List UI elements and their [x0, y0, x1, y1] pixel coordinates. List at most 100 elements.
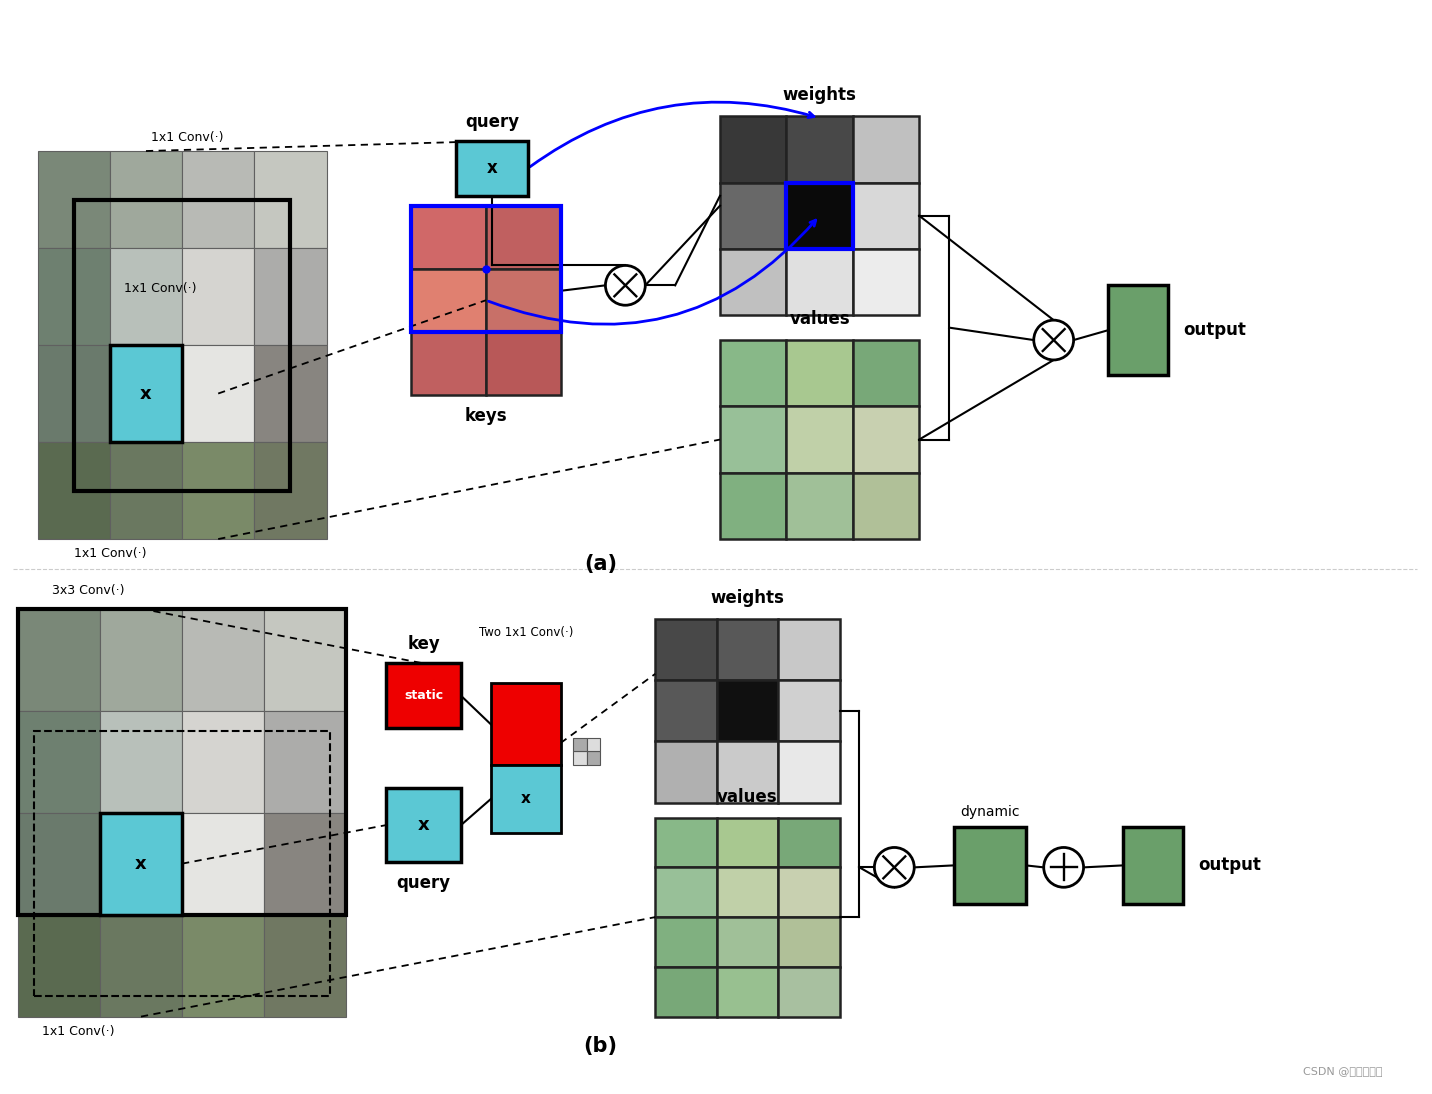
Bar	[716, 680, 778, 742]
Bar	[853, 116, 919, 183]
Bar	[491, 766, 560, 833]
Bar	[716, 618, 778, 680]
Text: dynamic: dynamic	[961, 804, 1020, 818]
Text: output: output	[1199, 857, 1262, 874]
Text: x: x	[418, 816, 430, 834]
Bar	[265, 813, 347, 915]
Bar	[656, 967, 716, 1016]
Bar	[17, 915, 100, 1016]
Bar	[255, 442, 326, 539]
Bar	[182, 608, 265, 711]
Bar	[778, 817, 839, 868]
Bar	[786, 473, 853, 539]
Bar	[100, 813, 182, 915]
Bar	[786, 116, 853, 183]
Bar	[853, 183, 919, 248]
Bar	[37, 248, 110, 345]
Text: static: static	[404, 689, 442, 702]
Text: output: output	[1183, 322, 1246, 339]
Bar	[74, 199, 291, 490]
Bar	[853, 406, 919, 473]
Text: query: query	[465, 113, 518, 131]
Bar	[778, 917, 839, 967]
Text: 1x1 Conv(·): 1x1 Conv(·)	[43, 1024, 115, 1037]
Bar	[786, 406, 853, 473]
Bar	[491, 684, 560, 766]
Text: CSDN @迪菲赫尔曼: CSDN @迪菲赫尔曼	[1303, 1067, 1382, 1076]
Text: 3x3 Conv(·): 3x3 Conv(·)	[53, 584, 125, 596]
Text: x: x	[140, 384, 152, 403]
Text: values: values	[789, 310, 851, 328]
Bar	[182, 711, 265, 813]
Bar	[110, 345, 182, 442]
Text: (a): (a)	[584, 554, 617, 574]
Bar	[1108, 286, 1169, 375]
Bar	[255, 345, 326, 442]
Bar	[778, 868, 839, 917]
Text: x: x	[487, 160, 497, 177]
Bar	[182, 345, 255, 442]
Bar	[100, 608, 182, 711]
Bar	[255, 248, 326, 345]
Bar	[265, 915, 347, 1016]
Bar	[387, 788, 461, 862]
Bar	[716, 817, 778, 868]
Bar	[411, 331, 485, 395]
Text: Two 1x1 Conv(·): Two 1x1 Conv(·)	[478, 626, 573, 639]
Bar	[387, 663, 461, 729]
Text: 1x1 Conv(·): 1x1 Conv(·)	[150, 131, 223, 144]
Bar	[110, 345, 182, 442]
Bar	[100, 711, 182, 813]
Text: (b): (b)	[583, 1036, 617, 1057]
Bar	[656, 680, 716, 742]
Bar	[573, 752, 587, 766]
Bar	[587, 737, 600, 752]
Bar	[786, 248, 853, 315]
Circle shape	[875, 848, 914, 887]
Bar	[716, 868, 778, 917]
Bar	[17, 608, 347, 915]
Text: 1x1 Conv(·): 1x1 Conv(·)	[125, 281, 196, 294]
Bar	[485, 269, 560, 331]
Bar	[485, 206, 560, 269]
Bar	[720, 340, 786, 406]
Bar	[587, 752, 600, 766]
Bar	[656, 917, 716, 967]
Bar	[656, 742, 716, 803]
Bar	[720, 183, 786, 248]
Bar	[411, 206, 560, 331]
Bar	[411, 269, 485, 331]
Text: values: values	[717, 788, 778, 805]
Bar	[182, 813, 265, 915]
Bar	[720, 248, 786, 315]
Bar	[656, 618, 716, 680]
Bar	[786, 183, 853, 248]
Bar	[778, 618, 839, 680]
Text: query: query	[397, 874, 451, 893]
Bar	[17, 608, 100, 711]
Bar	[573, 737, 587, 752]
Circle shape	[1044, 848, 1084, 887]
Bar	[778, 680, 839, 742]
Bar	[411, 206, 485, 269]
Bar	[110, 151, 182, 248]
Bar	[37, 442, 110, 539]
Bar	[485, 331, 560, 395]
Bar	[182, 915, 265, 1016]
Bar	[17, 711, 100, 813]
Bar	[786, 183, 853, 248]
Bar	[656, 817, 716, 868]
Bar	[265, 711, 347, 813]
Bar	[265, 608, 347, 711]
Bar	[720, 116, 786, 183]
Bar	[100, 915, 182, 1016]
Bar	[720, 473, 786, 539]
Text: key: key	[407, 636, 440, 653]
Bar	[17, 813, 100, 915]
Bar	[778, 967, 839, 1016]
Bar	[34, 731, 329, 997]
Circle shape	[606, 266, 646, 305]
Bar	[778, 742, 839, 803]
Circle shape	[1034, 321, 1074, 360]
Bar	[954, 827, 1025, 904]
